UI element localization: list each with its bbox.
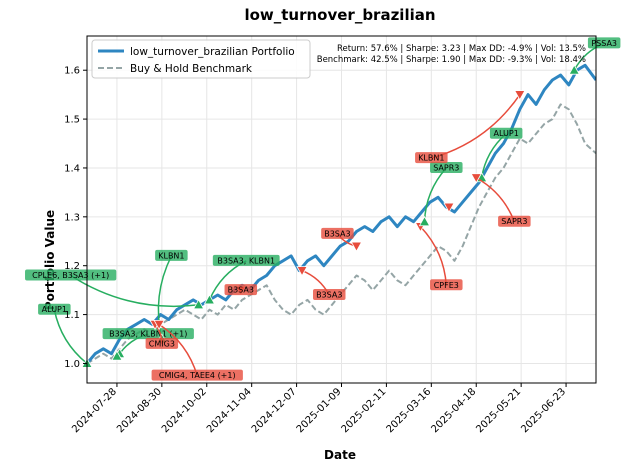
y-tick-label: 1.2 <box>64 261 80 272</box>
buy-marker <box>111 350 123 361</box>
y-tick-label: 1.0 <box>64 359 80 370</box>
x-tick-label: 2024-07-28 <box>70 386 119 435</box>
annotation-buy: ALUP1 <box>38 303 71 315</box>
annotation-label: B3SA3, KLBN1 (+1) <box>109 330 187 339</box>
annotation-buy: PSSA3 <box>587 37 621 49</box>
legend-box <box>91 39 311 79</box>
annotation-box <box>145 337 179 349</box>
x-tick-label: 2025-06-23 <box>519 386 568 435</box>
y-tick-label: 1.5 <box>64 115 80 126</box>
annotation-label: B3SA3 <box>316 291 342 300</box>
annotation-sell: B3SA3 <box>321 227 354 239</box>
annotation-connector <box>53 309 88 365</box>
x-tick-label: 2025-05-21 <box>474 386 523 435</box>
x-tick-label: 2025-01-09 <box>295 386 344 435</box>
annotation-label: B3SA3, KLBN1 <box>217 256 275 265</box>
buy-marker <box>418 215 431 227</box>
sell-marker <box>350 241 363 252</box>
annotation-sell: KLBN1 <box>415 152 448 164</box>
grid <box>87 36 596 383</box>
annotation-label: CMIG4, TAEE4 (+1) <box>159 371 236 380</box>
x-tick-label: 2024-08-30 <box>115 386 164 435</box>
buy-marker <box>203 294 216 305</box>
annotation-connector <box>423 167 447 222</box>
stats-box: Return: 57.6% | Sharpe: 3.23 | Max DD: -… <box>317 44 586 65</box>
annotation-label: B3SA3 <box>228 286 254 295</box>
sell-marker <box>153 319 165 331</box>
annotation-label: B3SA3 <box>324 229 350 238</box>
buy-marker <box>568 64 580 75</box>
x-tick-label: 2025-04-18 <box>429 386 478 435</box>
x-tick-label: 2024-12-07 <box>250 386 299 435</box>
annotation-connector <box>157 255 173 340</box>
annotation-buy: SAPR3 <box>430 161 463 173</box>
annotation-sell: CPFE3 <box>430 279 463 291</box>
annotation-buy: B3SA3, KLBN1 <box>212 254 280 266</box>
annotation-box <box>224 284 258 296</box>
annotation-label: ALUP1 <box>494 129 519 138</box>
annotation-label: CMIG3 <box>149 339 175 348</box>
annotation-sell: CMIG4, TAEE4 (+1) <box>151 369 243 381</box>
y-tick-label: 1.6 <box>64 66 80 77</box>
annotation-buy: CPLE6, B3SA3 (+1) <box>25 269 117 281</box>
annotation-sell: SAPR3 <box>498 215 531 227</box>
annotation-box <box>430 279 463 291</box>
stats-line-portfolio: Return: 57.6% | Sharpe: 3.23 | Max DD: -… <box>337 44 586 54</box>
annotation-sell: B3SA3 <box>313 289 346 301</box>
sell-marker <box>296 266 308 277</box>
annotation-label: KLBN1 <box>418 154 444 163</box>
x-tick-label: 2025-03-16 <box>385 386 434 435</box>
legend-benchmark-label: Buy & Hold Benchmark <box>130 63 253 75</box>
annotation-box <box>489 127 523 139</box>
annotation-label: KLBN1 <box>158 251 184 260</box>
annotation-box <box>415 152 448 164</box>
annotation-label: SAPR3 <box>501 217 527 226</box>
annotation-connector <box>475 177 516 222</box>
annotation-buy: B3SA3, KLBN1 (+1) <box>102 328 194 340</box>
annotation-buy: ALUP1 <box>489 127 523 139</box>
stats-line-benchmark: Benchmark: 42.5% | Sharpe: 1.90 | Max DD… <box>317 55 586 65</box>
annotation-label: CPFE3 <box>434 281 459 290</box>
x-tick-label: 2025-02-11 <box>340 386 389 435</box>
annotation-connector <box>70 274 199 308</box>
x-tick-label: 2024-11-04 <box>205 386 254 435</box>
annotation-box <box>151 369 243 381</box>
x-tick-label: 2024-10-02 <box>160 386 209 435</box>
annotation-layer: ALUP1 CPLE6, B3SA3 (+1) B3SA3, KLBN1 (+1) K… <box>25 37 621 381</box>
annotation-box <box>313 289 346 301</box>
legend-portfolio-label: low_turnover_brazilian Portfolio <box>130 46 295 58</box>
annotation-label: SAPR3 <box>433 163 459 172</box>
annotation-box <box>155 249 188 261</box>
x-axis-label: Date <box>324 448 356 462</box>
annotation-label: PSSA3 <box>591 39 617 48</box>
annotation-sell: B3SA3 <box>224 284 258 296</box>
annotation-box <box>321 227 354 239</box>
annotation-label: CPLE6, B3SA3 (+1) <box>32 271 109 280</box>
annotation-box <box>212 254 280 266</box>
y-axis-label: Portfolio Value <box>43 210 57 310</box>
sell-marker <box>514 90 526 101</box>
annotation-box <box>498 215 531 227</box>
y-tick-label: 1.3 <box>64 212 80 223</box>
annotation-sell: CMIG3 <box>145 337 179 349</box>
annotation-box <box>38 303 71 315</box>
y-tick-label: 1.4 <box>64 163 80 174</box>
annotation-connector <box>419 226 448 286</box>
buy-marker <box>192 298 205 310</box>
annotation-box <box>102 328 194 340</box>
sell-marker <box>470 173 482 184</box>
sell-marker <box>443 202 455 213</box>
legend: low_turnover_brazilian Portfolio Buy & H… <box>91 39 311 79</box>
plot-frame <box>86 35 597 384</box>
annotation-box <box>430 161 463 173</box>
annotation-label: ALUP1 <box>42 305 67 314</box>
annotation-buy: KLBN1 <box>155 249 188 261</box>
y-tick-label: 1.1 <box>64 310 80 321</box>
annotation-box <box>25 269 117 281</box>
chart-title: low_turnover_brazilian <box>244 6 435 24</box>
annotation-connector <box>431 94 521 159</box>
